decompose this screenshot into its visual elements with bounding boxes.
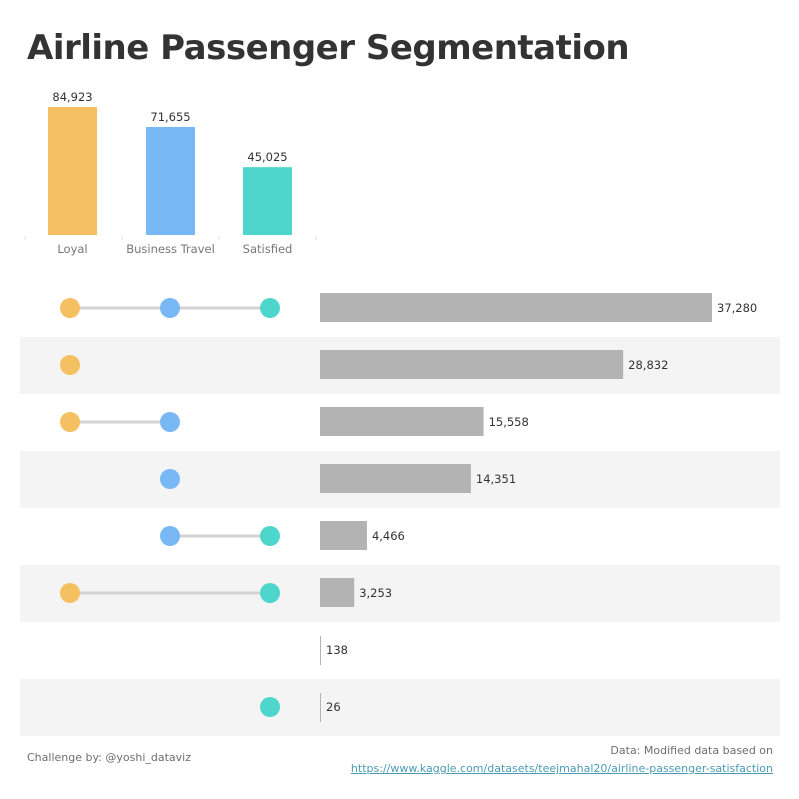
combination-dot-business[interactable] <box>160 469 180 489</box>
segment-bar-value-label: 45,025 <box>247 150 287 164</box>
page-title: Airline Passenger Segmentation <box>27 28 630 68</box>
segment-category-label: Loyal <box>57 242 87 256</box>
data-source-link[interactable]: https://www.kaggle.com/datasets/teejmaha… <box>350 762 773 775</box>
combination-bar[interactable] <box>320 464 471 493</box>
combination-bar-value-label: 28,832 <box>628 358 668 372</box>
combination-bar[interactable] <box>320 636 321 665</box>
segment-bar-value-label: 71,655 <box>150 110 190 124</box>
combination-dot-loyal[interactable] <box>60 412 80 432</box>
challenge-credit: Challenge by: @yoshi_dataviz <box>27 751 192 764</box>
data-source-prefix: Data: Modified data based on <box>610 744 773 757</box>
combination-dot-loyal[interactable] <box>60 298 80 318</box>
combination-bar[interactable] <box>320 521 367 550</box>
combination-dot-loyal[interactable] <box>60 583 80 603</box>
row-background <box>20 679 780 736</box>
combination-dot-business[interactable] <box>160 412 180 432</box>
combination-bar-value-label: 26 <box>326 700 341 714</box>
combination-bar[interactable] <box>320 693 321 722</box>
combination-bar-value-label: 138 <box>326 643 348 657</box>
combination-bar-value-label: 3,253 <box>359 586 392 600</box>
segment-bar-1[interactable] <box>146 126 195 235</box>
segment-bar-0[interactable] <box>48 107 97 235</box>
combination-bar-value-label: 37,280 <box>717 301 757 315</box>
segment-bar-2[interactable] <box>243 167 292 235</box>
combination-bar[interactable] <box>320 350 624 379</box>
combination-bar-value-label: 4,466 <box>372 529 405 543</box>
combination-bar[interactable] <box>320 293 712 322</box>
combination-dot-business[interactable] <box>160 526 180 546</box>
combination-bar[interactable] <box>320 407 484 436</box>
combination-bar[interactable] <box>320 578 355 607</box>
combination-dot-satisfied[interactable] <box>260 526 280 546</box>
segment-category-label: Satisfied <box>243 242 293 256</box>
combination-dot-satisfied[interactable] <box>260 583 280 603</box>
segment-category-label: Business Travel <box>126 242 215 256</box>
combination-bar-value-label: 14,351 <box>476 472 516 486</box>
combination-dot-satisfied[interactable] <box>260 697 280 717</box>
data-source: Data: Modified data based on https://www… <box>351 742 773 778</box>
segment-bar-value-label: 84,923 <box>52 90 92 104</box>
combination-dot-business[interactable] <box>160 298 180 318</box>
combination-dot-satisfied[interactable] <box>260 298 280 318</box>
combination-dot-loyal[interactable] <box>60 355 80 375</box>
combination-bar-value-label: 15,558 <box>489 415 529 429</box>
